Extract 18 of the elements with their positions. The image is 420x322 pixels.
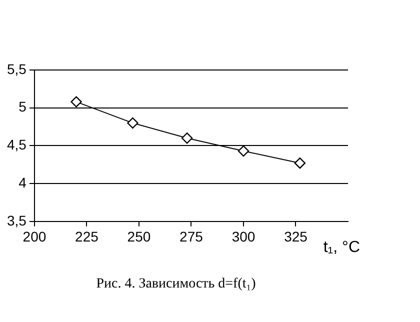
y-tick-label: 4,5 xyxy=(6,136,27,153)
point xyxy=(238,145,250,157)
y-tick-label: 3,5 xyxy=(6,212,27,228)
x-tick-label: 225 xyxy=(75,228,99,245)
point xyxy=(127,117,138,129)
y-tick-label: 5 xyxy=(18,98,27,115)
x-tick-label: 250 xyxy=(127,228,151,245)
x-tick-label: 275 xyxy=(180,228,204,245)
text: Рис. 4. Зависимость d=f(t₁) xyxy=(96,276,256,292)
y-tick-label: 5,5 xyxy=(6,60,27,77)
point xyxy=(181,132,193,144)
x-tick-label: 325 xyxy=(284,228,308,245)
point xyxy=(294,158,306,169)
y-tick-label: 4 xyxy=(18,174,27,190)
point xyxy=(70,96,82,108)
x-tick-label: 200 xyxy=(22,228,46,245)
x-axis-title: t₁, °C xyxy=(323,238,360,256)
x-tick-label: 300 xyxy=(232,228,256,245)
